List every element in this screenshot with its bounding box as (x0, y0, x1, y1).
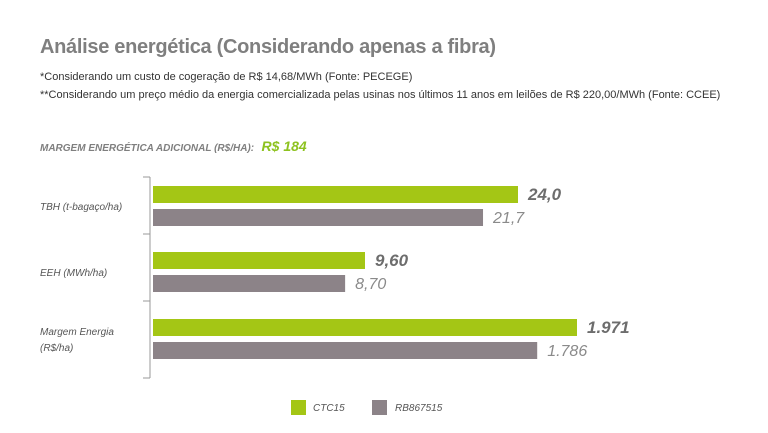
bar-rb867515-1 (153, 275, 346, 292)
legend-label-rb867515: RB867515 (395, 403, 443, 414)
bar-ctc15-2 (153, 319, 577, 336)
value-label-rb867515-1: 8,70 (355, 276, 386, 293)
page-title: Análise energética (Considerando apenas … (40, 36, 496, 58)
value-label-ctc15-0: 24,0 (527, 185, 562, 204)
category-label-2-line-0: Margem Energia (40, 327, 114, 338)
bar-ctc15-0 (153, 186, 518, 203)
category-label-1: EEH (MWh/ha) (40, 268, 107, 279)
legend-swatch-ctc15 (291, 400, 306, 415)
footnote-energy-price: **Considerando um preço médio da energia… (40, 89, 721, 101)
value-label-ctc15-1: 9,60 (375, 251, 409, 270)
bar-ctc15-1 (153, 252, 365, 269)
value-label-rb867515-0: 21,7 (492, 210, 525, 227)
bar-rb867515-2 (153, 342, 538, 359)
bar-rb867515-0 (153, 209, 484, 226)
margin-summary: MARGEM ENERGÉTICA ADICIONAL (R$/HA): R$ … (40, 138, 307, 156)
category-label-2-line-1: (R$/ha) (40, 343, 73, 354)
legend-label-ctc15: CTC15 (313, 403, 345, 414)
margin-summary-label: MARGEM ENERGÉTICA ADICIONAL (R$/HA): (40, 143, 255, 154)
margin-summary-value: R$ 184 (261, 138, 307, 154)
footnote-cogeneration: *Considerando um custo de cogeração de R… (40, 71, 413, 83)
legend-swatch-rb867515 (372, 400, 387, 415)
category-label-0: TBH (t-bagaço/ha) (40, 202, 122, 213)
value-label-ctc15-2: 1.971 (587, 318, 630, 337)
value-label-rb867515-2: 1.786 (547, 343, 587, 360)
